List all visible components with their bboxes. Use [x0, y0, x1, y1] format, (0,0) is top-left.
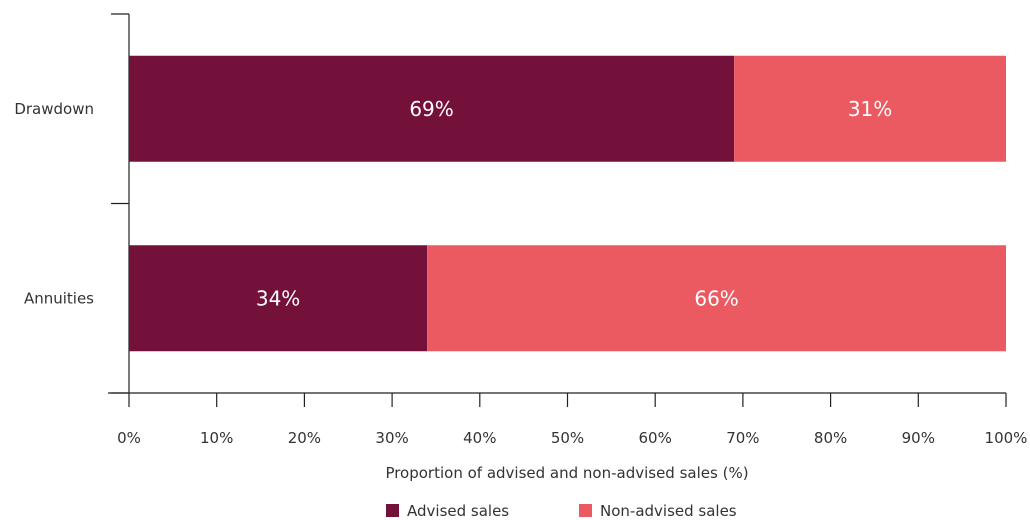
legend-label-advised: Advised sales: [407, 502, 509, 520]
x-tick-label: 10%: [200, 429, 233, 447]
x-tick-label: 100%: [985, 429, 1028, 447]
category-label: Drawdown: [14, 100, 94, 118]
x-tick-label: 30%: [375, 429, 408, 447]
x-tick-label: 20%: [288, 429, 321, 447]
data-label: 31%: [848, 97, 892, 121]
data-label: 34%: [256, 286, 300, 310]
x-tick-label: 0%: [117, 429, 141, 447]
data-label: 69%: [409, 97, 453, 121]
x-tick-label: 50%: [551, 429, 584, 447]
legend: Advised sales Non-advised sales: [386, 502, 737, 520]
x-tick-label: 40%: [463, 429, 496, 447]
bar-advised: [129, 55, 735, 162]
x-tick-label: 70%: [726, 429, 759, 447]
x-tick-label: 80%: [814, 429, 847, 447]
legend-swatch-non-advised: [579, 504, 592, 517]
legend-label-non-advised: Non-advised sales: [600, 502, 737, 520]
x-tick-label: 60%: [639, 429, 672, 447]
category-axis: Drawdown Annuities: [14, 13, 130, 394]
bar-non-advised: [734, 55, 1006, 162]
bar-non-advised: [427, 245, 1006, 352]
data-label: 66%: [694, 286, 738, 310]
x-axis: 0% 10% 20% 30% 40% 50% 60% 70% 80% 90% 100%: [108, 392, 1028, 447]
legend-swatch-advised: [386, 504, 399, 517]
x-axis-title: Proportion of advised and non-advised sa…: [385, 464, 748, 482]
category-label: Annuities: [24, 289, 94, 307]
bar-advised: [129, 245, 428, 352]
bars: 69% 31% 34% 66%: [129, 55, 1006, 352]
x-tick-label: 90%: [902, 429, 935, 447]
